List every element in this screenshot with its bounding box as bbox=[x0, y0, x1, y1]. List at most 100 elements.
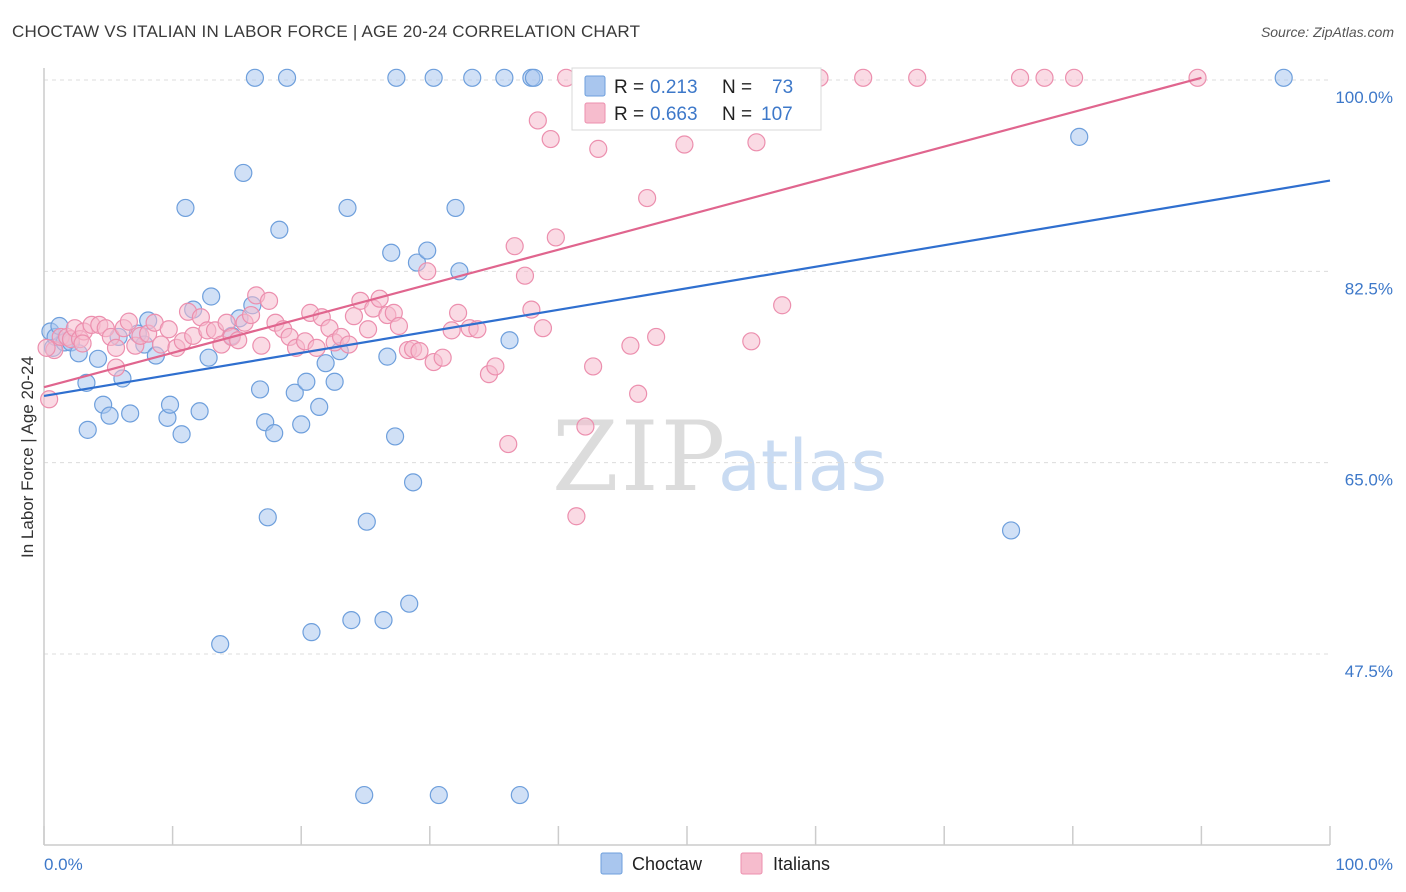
italians-point bbox=[151, 335, 171, 354]
italians-point bbox=[73, 334, 92, 353]
legend-n-value-italians: 107 bbox=[761, 104, 793, 125]
choctaw-point bbox=[500, 331, 519, 350]
italians-point bbox=[389, 316, 409, 336]
legend-r-label-1: R = bbox=[614, 77, 644, 98]
legend-r-value-italians: 0.663 bbox=[650, 104, 698, 125]
bottom-legend-swatch-choctaw bbox=[600, 852, 623, 875]
choctaw-point bbox=[382, 243, 401, 262]
italians-point bbox=[908, 68, 927, 87]
y-axis-label: In Labor Force | Age 20-24 bbox=[18, 356, 37, 558]
legend-swatch-italians bbox=[584, 102, 606, 124]
choctaw-point bbox=[234, 163, 253, 183]
choctaw-point bbox=[338, 198, 357, 218]
choctaw-point bbox=[297, 372, 316, 391]
bottom-legend-label-italians: Italians bbox=[773, 854, 830, 874]
choctaw-point bbox=[403, 473, 423, 492]
choctaw-point bbox=[160, 395, 180, 414]
choctaw-point bbox=[258, 508, 277, 527]
italians-point bbox=[742, 332, 761, 351]
legend-r-label-2: R = bbox=[614, 104, 644, 125]
choctaw-point bbox=[524, 68, 544, 87]
grid-lines bbox=[44, 79, 1330, 655]
bottom-legend-swatch-italians bbox=[740, 852, 763, 875]
italians-point bbox=[638, 188, 657, 208]
choctaw-point bbox=[355, 785, 374, 805]
choctaw-point bbox=[316, 354, 335, 373]
choctaw-point bbox=[199, 348, 218, 367]
choctaw-point bbox=[211, 635, 230, 654]
italians-point bbox=[358, 320, 378, 339]
italians-point bbox=[621, 336, 640, 355]
italians-point bbox=[418, 262, 437, 281]
x-tick-label-min: 0.0% bbox=[44, 855, 83, 874]
x-axis-ticks bbox=[43, 826, 1331, 845]
italians-trend-line bbox=[43, 76, 1202, 389]
trend-lines bbox=[43, 76, 1331, 398]
choctaw-point bbox=[463, 68, 482, 87]
choctaw-point bbox=[292, 415, 311, 434]
italians-point bbox=[433, 348, 452, 367]
x-tick-label-max: 100.0% bbox=[1335, 855, 1393, 874]
italians-point bbox=[747, 133, 766, 152]
choctaw-point bbox=[429, 785, 448, 805]
choctaw-point bbox=[302, 623, 321, 642]
italians-point bbox=[546, 228, 565, 247]
italians-point bbox=[533, 319, 553, 338]
y-tick-label: 65.0% bbox=[1345, 471, 1393, 490]
legend-swatch-choctaw bbox=[584, 75, 606, 97]
choctaw-point bbox=[1070, 127, 1089, 146]
choctaw-point bbox=[424, 68, 443, 87]
choctaw-point bbox=[374, 611, 393, 630]
italians-point bbox=[854, 68, 873, 87]
watermark-zip: ZIP bbox=[552, 401, 727, 513]
choctaw-point bbox=[418, 241, 437, 260]
watermark-atlas: atlas bbox=[718, 425, 887, 507]
italians-point bbox=[589, 139, 608, 158]
choctaw-point bbox=[100, 406, 119, 425]
italians-point bbox=[442, 321, 461, 340]
choctaw-point bbox=[176, 198, 195, 218]
choctaw-point bbox=[342, 611, 361, 630]
choctaw-point bbox=[190, 402, 209, 421]
y-axis-tick-labels: 100.0% 82.5% 65.0% 47.5% bbox=[1335, 88, 1393, 681]
italians-point bbox=[647, 327, 666, 347]
legend-n-label-2: N = bbox=[722, 104, 752, 125]
italians-point bbox=[1035, 68, 1054, 87]
bottom-legend: Choctaw Italians bbox=[600, 852, 830, 875]
choctaw-point bbox=[172, 425, 191, 444]
choctaw-point bbox=[446, 198, 465, 218]
italians-point bbox=[773, 296, 792, 315]
choctaw-point bbox=[121, 404, 140, 423]
y-tick-label: 82.5% bbox=[1345, 279, 1393, 298]
source-credit: Source: ZipAtlas.com bbox=[1260, 24, 1394, 40]
italians-point bbox=[259, 291, 279, 310]
choctaw-point bbox=[325, 372, 344, 391]
italians-point bbox=[106, 338, 126, 357]
choctaw-point bbox=[387, 68, 406, 87]
choctaw-point bbox=[495, 68, 514, 87]
italians-point bbox=[515, 266, 535, 285]
choctaw-point bbox=[265, 424, 284, 443]
choctaw-point bbox=[245, 68, 265, 87]
italians-point bbox=[567, 507, 586, 526]
italians-point bbox=[344, 307, 364, 326]
choctaw-point bbox=[510, 785, 529, 805]
y-tick-label: 100.0% bbox=[1335, 88, 1393, 107]
chart-title: CHOCTAW VS ITALIAN IN LABOR FORCE | AGE … bbox=[12, 22, 641, 41]
bottom-legend-label-choctaw: Choctaw bbox=[632, 854, 703, 874]
choctaw-point bbox=[310, 397, 329, 417]
italians-point bbox=[528, 111, 547, 130]
italians-point bbox=[159, 320, 178, 339]
italians-point bbox=[410, 342, 429, 361]
choctaw-point bbox=[202, 287, 221, 306]
choctaw-point bbox=[400, 594, 419, 613]
italians-point bbox=[448, 303, 468, 322]
italians-point bbox=[241, 305, 261, 325]
italians-point bbox=[37, 338, 56, 357]
legend-r-value-choctaw: 0.213 bbox=[650, 77, 698, 98]
y-tick-label: 47.5% bbox=[1345, 662, 1393, 681]
italians-point bbox=[675, 135, 694, 154]
italians-point bbox=[1010, 68, 1030, 87]
choctaw-point bbox=[88, 349, 108, 368]
